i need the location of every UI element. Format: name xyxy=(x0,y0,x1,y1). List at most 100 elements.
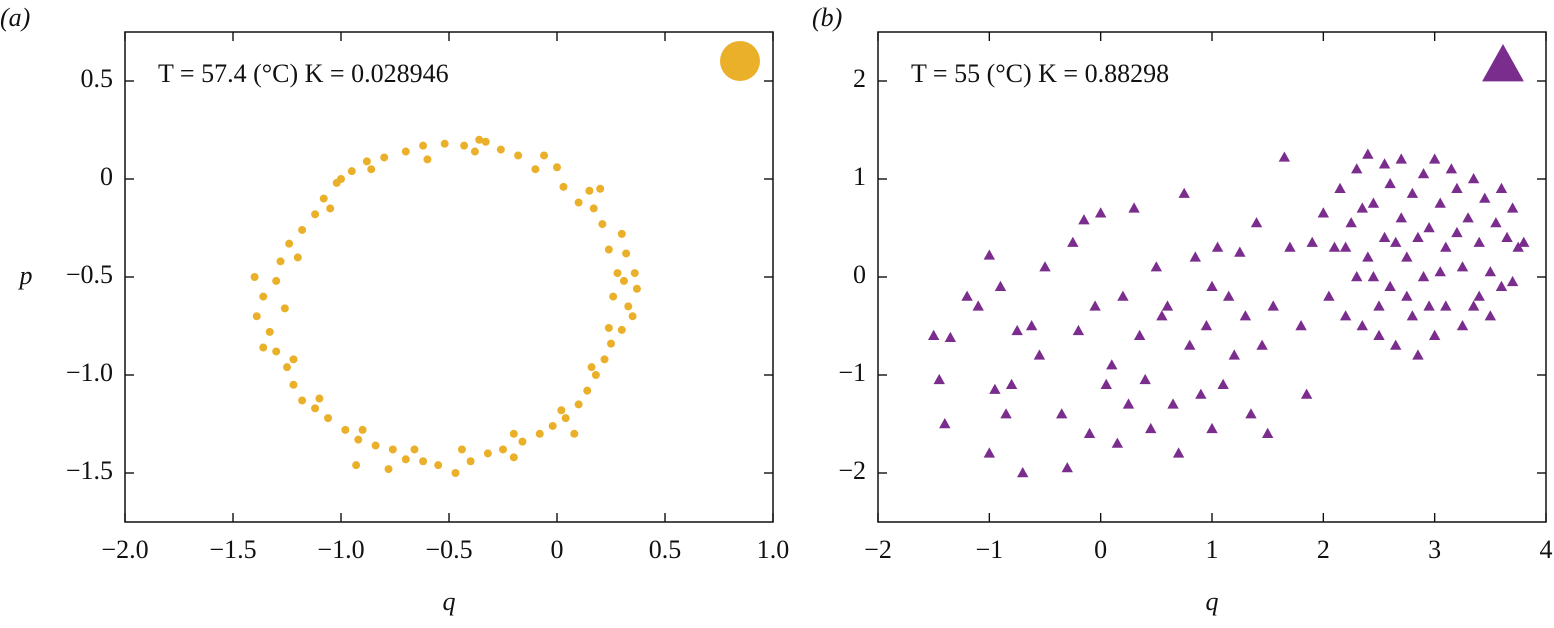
point xyxy=(961,290,973,301)
point xyxy=(1150,261,1163,272)
point xyxy=(1395,212,1407,223)
point xyxy=(1122,398,1135,409)
point xyxy=(983,249,996,260)
point xyxy=(1139,373,1151,385)
point xyxy=(319,194,328,203)
point xyxy=(1039,261,1051,272)
point xyxy=(591,371,600,379)
point xyxy=(604,245,613,254)
point xyxy=(1378,231,1391,242)
point xyxy=(1423,300,1435,311)
plot-frame xyxy=(877,31,1547,523)
point xyxy=(574,400,583,409)
point xyxy=(600,355,609,364)
point xyxy=(1351,163,1363,174)
point xyxy=(1328,241,1341,252)
point xyxy=(1456,261,1469,272)
point xyxy=(1228,349,1240,360)
point xyxy=(1195,388,1207,399)
point xyxy=(1083,427,1096,438)
point xyxy=(619,276,628,285)
point xyxy=(298,396,307,405)
point xyxy=(1284,241,1296,252)
y-tick-label: −1.5 xyxy=(66,456,113,485)
y-tick-label: 0.5 xyxy=(81,64,114,93)
point xyxy=(1025,320,1038,331)
point xyxy=(1451,182,1463,193)
point xyxy=(311,404,320,413)
x-tick-label: −1.5 xyxy=(209,535,256,564)
point xyxy=(1261,427,1274,438)
point xyxy=(283,363,291,372)
point xyxy=(259,292,268,301)
point xyxy=(1161,300,1174,311)
x-tick-label: 2 xyxy=(1317,535,1330,564)
point xyxy=(548,421,557,430)
point xyxy=(1384,280,1396,291)
x-tick-label: 0 xyxy=(1094,535,1107,564)
point xyxy=(596,184,605,193)
point xyxy=(1005,378,1018,389)
point xyxy=(1484,266,1497,277)
point xyxy=(475,135,484,144)
point xyxy=(944,331,957,342)
point xyxy=(481,137,490,146)
point xyxy=(1445,163,1458,174)
point xyxy=(285,239,294,248)
point xyxy=(401,147,410,156)
point xyxy=(293,253,302,262)
point xyxy=(1390,236,1402,247)
point xyxy=(1417,168,1430,179)
point xyxy=(622,249,631,258)
point xyxy=(1378,158,1391,169)
point xyxy=(1473,236,1485,247)
point xyxy=(972,300,984,311)
y-tick-label: 0 xyxy=(853,260,866,289)
point xyxy=(509,429,518,438)
point xyxy=(514,151,523,160)
point xyxy=(1033,349,1046,360)
point xyxy=(280,304,289,313)
y-tick-label: −1.0 xyxy=(66,358,113,387)
point xyxy=(1217,378,1229,389)
point xyxy=(604,323,613,332)
point xyxy=(518,437,527,446)
point xyxy=(1133,329,1146,340)
point xyxy=(1206,280,1218,291)
point xyxy=(607,339,615,348)
point xyxy=(613,269,622,278)
y-tick-label: 1 xyxy=(853,162,866,191)
point xyxy=(1490,217,1502,228)
point xyxy=(1306,236,1318,247)
point xyxy=(1406,187,1419,198)
point xyxy=(1017,467,1029,478)
point xyxy=(557,406,566,415)
point xyxy=(559,182,568,191)
point xyxy=(419,141,428,150)
point xyxy=(457,445,466,454)
point xyxy=(1412,231,1424,242)
point xyxy=(1401,251,1413,262)
x-tick-label: −2 xyxy=(864,535,892,564)
point xyxy=(587,363,596,372)
point xyxy=(1334,182,1346,193)
plot-frame xyxy=(124,31,774,523)
point xyxy=(570,429,579,438)
point xyxy=(509,453,518,462)
point xyxy=(589,204,598,213)
point xyxy=(1423,222,1435,233)
point xyxy=(354,435,363,444)
point xyxy=(1462,212,1474,223)
point xyxy=(531,165,540,174)
y-tick-label: −0.5 xyxy=(66,260,113,289)
point xyxy=(1467,173,1480,184)
point xyxy=(289,380,298,389)
point xyxy=(553,163,561,172)
point xyxy=(298,225,307,234)
point xyxy=(1156,310,1168,321)
point xyxy=(1172,447,1185,458)
point xyxy=(388,445,397,454)
point xyxy=(315,394,324,403)
point xyxy=(1323,290,1335,301)
